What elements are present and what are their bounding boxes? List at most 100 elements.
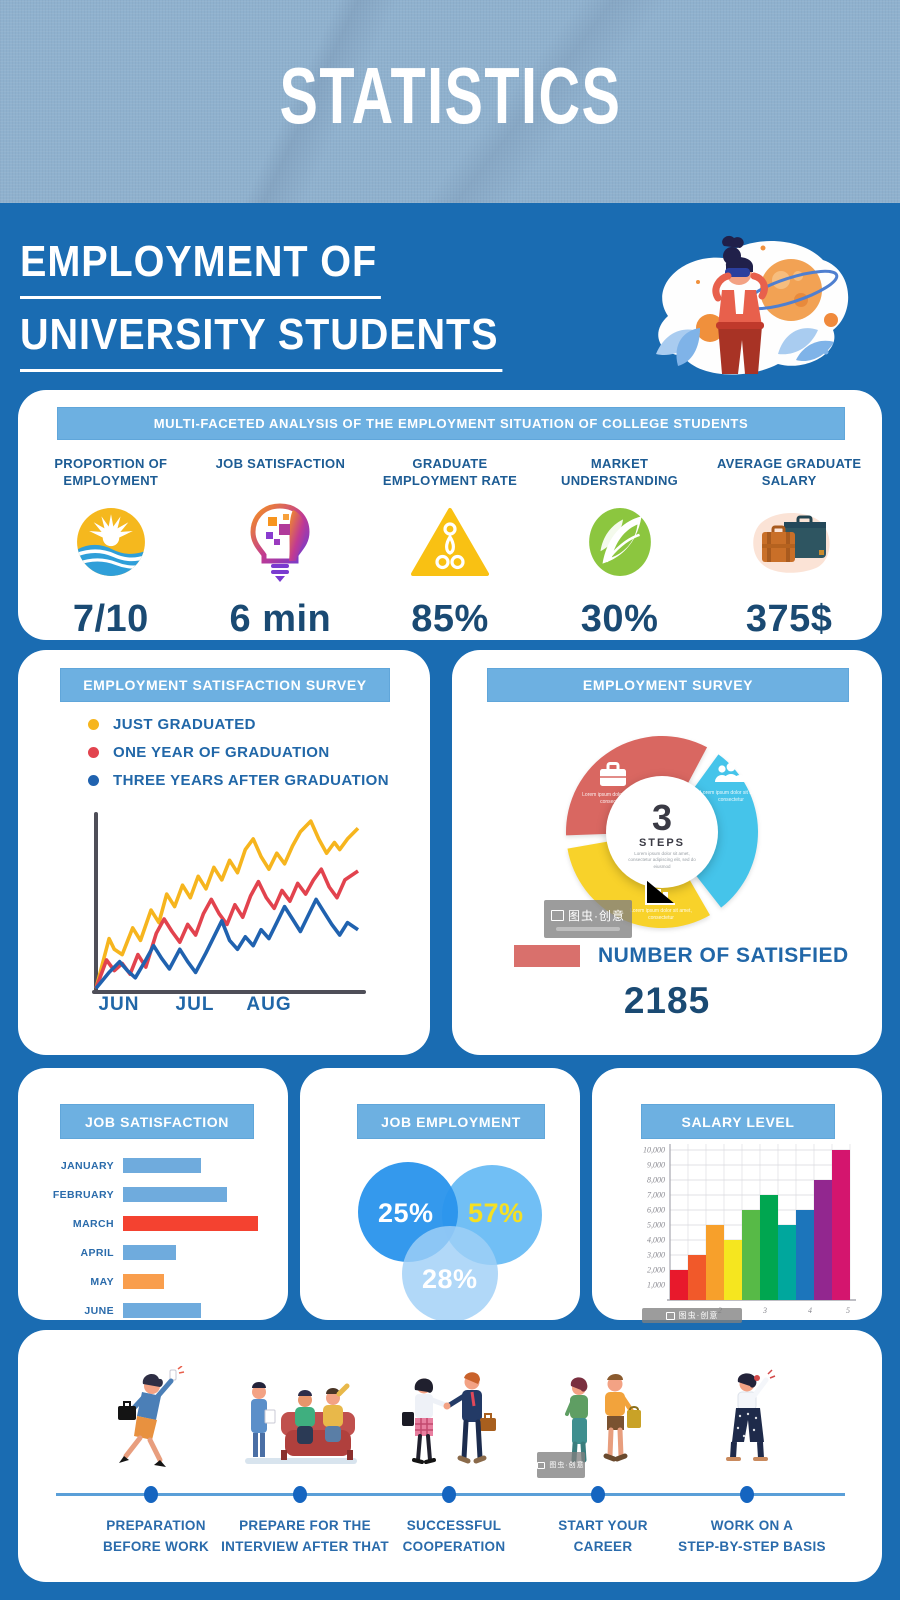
bar-row: MAY: [30, 1274, 276, 1289]
venn-label-28: 28%: [422, 1264, 478, 1294]
hero-title-line1: EMPLOYMENT OF: [20, 240, 381, 299]
bar-label: APRIL: [80, 1246, 114, 1259]
stock-watermark-tiny: 图虫·创意: [537, 1452, 585, 1478]
satisfied-value: 2185: [623, 980, 711, 1021]
stat-value: 7/10: [72, 598, 149, 640]
x-tick-jun: JUN: [98, 994, 140, 1015]
bar-row: MARCH: [30, 1216, 276, 1231]
venn-circle-bottom: [402, 1226, 498, 1320]
luggage-icon: [753, 512, 830, 573]
svg-text:6,000: 6,000: [647, 1206, 665, 1215]
venn-label-57: 57%: [468, 1198, 524, 1228]
watermark-text: 图虫·创意: [678, 1311, 719, 1320]
stat-value: 30%: [580, 598, 659, 640]
step-label-4: START YOUR CAREER: [558, 1518, 648, 1554]
watermark-logo-icon: [551, 910, 564, 921]
month-bars: JANUARY FEBRUARY MARCH APRIL MAY JUNE: [30, 1158, 276, 1332]
stat-job-satisfaction: JOB SATISFACTION 6 min: [196, 456, 366, 641]
legend-label: THREE YEARS AFTER GRADUATION: [113, 772, 389, 789]
overview-stats-row: PROPORTION OF EMPLOYMENT: [26, 456, 874, 641]
stat-label: AVERAGE GRADUATE SALARY: [716, 456, 862, 488]
step-by-step-illustration: [726, 1369, 776, 1461]
hero-title-block: EMPLOYMENT OF UNIVERSITY STUDENTS: [20, 240, 556, 386]
step-label-2: PREPARE FOR THE INTERVIEW AFTER THAT: [221, 1518, 389, 1554]
textured-header: STATISTICS: [0, 0, 900, 203]
segment-note: Lorem ipsum dolor sit amet, consectetur: [700, 790, 762, 803]
vr-student-figure: [712, 235, 768, 374]
job-satisfaction-card: JOB SATISFACTION JANUARY FEBRUARY MARCH …: [18, 1068, 288, 1320]
step-label-5: WORK ON A STEP-BY-STEP BASIS: [678, 1518, 826, 1554]
bar-row: APRIL: [30, 1245, 276, 1260]
steps-count: 3: [651, 797, 673, 838]
svg-text:5,000: 5,000: [647, 1221, 665, 1230]
leaf-icon: [588, 508, 651, 576]
page-title: STATISTICS: [279, 51, 621, 140]
successful-cooperation-illustration: [402, 1372, 496, 1464]
watermark-text: 图虫·创意: [549, 1462, 585, 1469]
stat-label: JOB SATISFACTION: [215, 456, 346, 471]
segment-note: Lorem ipsum dolor sit amet, consectetur: [630, 908, 692, 921]
bar-label: MAY: [90, 1275, 114, 1288]
x-tick-jul: JUL: [175, 994, 215, 1015]
stat-value: 85%: [411, 598, 489, 640]
salary-level-banner: SALARY LEVEL: [641, 1104, 835, 1139]
bar-row: FEBRUARY: [30, 1187, 276, 1202]
stock-watermark-small: 图虫·创意: [642, 1308, 742, 1323]
timeline-dot-5: [740, 1486, 754, 1503]
watermark-text: 图虫·创意: [568, 909, 625, 923]
x-tick-aug: AUG: [246, 994, 292, 1015]
watermark-subline: [556, 927, 620, 931]
legend-dot-yellow: [88, 719, 99, 730]
briefcase-icon: [600, 762, 626, 786]
svg-text:7,000: 7,000: [647, 1191, 665, 1200]
satisfaction-line-chart: [92, 812, 366, 994]
job-employment-banner: JOB EMPLOYMENT: [357, 1104, 545, 1139]
svg-text:1,000: 1,000: [647, 1281, 665, 1290]
legend-dot-red: [88, 747, 99, 758]
timeline-dot-1: [144, 1486, 158, 1503]
svg-text:4,000: 4,000: [647, 1236, 665, 1245]
bar-march: [123, 1216, 258, 1231]
team-icon: [715, 762, 747, 782]
job-satisfaction-banner: JOB SATISFACTION: [60, 1104, 254, 1139]
overview-banner: MULTI-FACETED ANALYSIS OF THE EMPLOYMENT…: [57, 407, 845, 440]
bar-february: [123, 1187, 227, 1202]
bar-may: [123, 1274, 164, 1289]
stock-watermark: 图虫·创意: [544, 900, 632, 938]
bar-label: FEBRUARY: [52, 1188, 114, 1201]
timeline-dot-2: [293, 1486, 307, 1503]
svg-text:2,000: 2,000: [647, 1266, 665, 1275]
venn-label-25: 25%: [378, 1198, 434, 1228]
svg-text:3: 3: [762, 1306, 767, 1315]
svg-text:4: 4: [808, 1306, 812, 1315]
salary-bar-chart: 1,000 2,000 3,000 4,000 5,000 6,000 7,000 8,000…: [643, 1144, 856, 1315]
step-label-3: SUCCESSFUL COOPERATION: [402, 1518, 506, 1554]
planet-icon: [743, 259, 839, 327]
stat-proportion-of-employment: PROPORTION OF EMPLOYMENT: [26, 456, 196, 641]
salary-level-card: SALARY LEVEL 1,000 2,000 3,000 4,000 5,000 6,…: [592, 1068, 882, 1323]
svg-text:9,000: 9,000: [647, 1161, 665, 1170]
stat-market-understanding: MARKET UNDERSTANDING 30%: [535, 456, 705, 641]
bar-april: [123, 1245, 176, 1260]
svg-text:8,000: 8,000: [647, 1176, 665, 1185]
legend-label: JUST GRADUATED: [113, 716, 256, 733]
line-chart-legend: JUST GRADUATED ONE YEAR OF GRADUATION TH…: [88, 716, 389, 800]
bar-label: JANUARY: [60, 1159, 114, 1172]
svg-text:5: 5: [846, 1306, 850, 1315]
plant-leaves-icon: [656, 328, 834, 366]
legend-dot-blue: [88, 775, 99, 786]
overview-card: MULTI-FACETED ANALYSIS OF THE EMPLOYMENT…: [18, 390, 882, 640]
satisfaction-survey-card: EMPLOYMENT SATISFACTION SURVEY JUST GRAD…: [18, 650, 430, 1055]
head-bulb-icon: [250, 503, 310, 582]
bar-june: [123, 1303, 202, 1318]
legend-item: THREE YEARS AFTER GRADUATION: [88, 772, 389, 789]
stat-label: GRADUATE EMPLOYMENT RATE: [382, 456, 518, 488]
growth-chart-icon: [645, 878, 675, 905]
step-label-1: PREPARATION BEFORE WORK: [102, 1518, 210, 1554]
svg-text:10,000: 10,000: [643, 1146, 665, 1155]
donut-center-label: 3 STEPS Lorem ipsum dolor sit amet, cons…: [607, 800, 717, 870]
stat-label: MARKET UNDERSTANDING: [561, 456, 679, 488]
bar-row: JUNE: [30, 1303, 276, 1318]
astronomy-student-illustration: [656, 235, 849, 375]
